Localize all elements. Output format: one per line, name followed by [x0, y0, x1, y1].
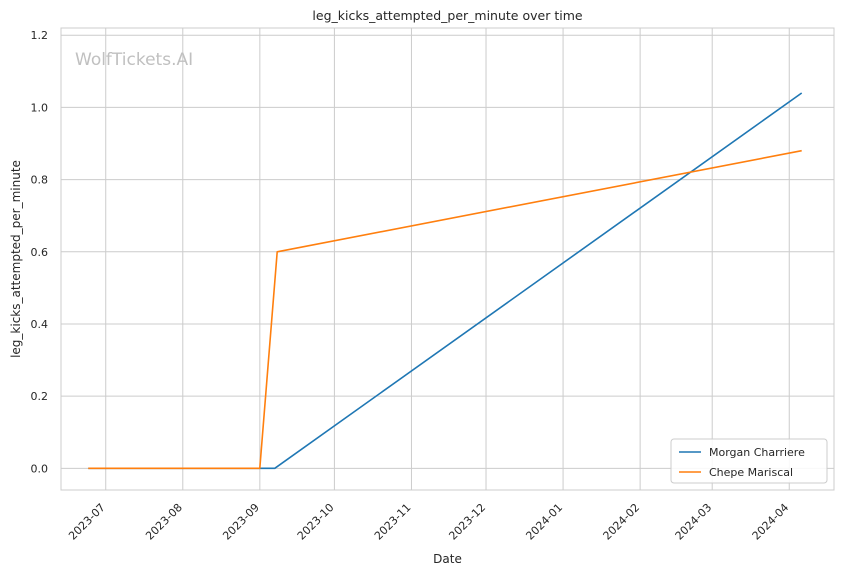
series-line-1 — [88, 149, 802, 470]
y-axis-label: leg_kicks_attempted_per_minute — [9, 160, 23, 358]
y-axis-ticks: 0.0 0.2 0.4 0.6 0.8 1.0 1.2 — [31, 29, 49, 475]
watermark: WolfTickets.AI — [75, 50, 193, 70]
y-tick-label: 0.2 — [31, 390, 49, 403]
plot-frame — [60, 27, 835, 491]
legend-box — [670, 438, 828, 484]
y-tick-label: 0.4 — [31, 318, 49, 331]
y-tick-label: 0.8 — [31, 174, 49, 187]
y-tick-label: 0.0 — [31, 462, 49, 475]
y-tick-label: 0.6 — [31, 246, 49, 259]
y-tick-label: 1.2 — [31, 29, 49, 42]
legend-label: Chepe Mariscal — [709, 466, 793, 479]
legend: Morgan Charriere Chepe Mariscal — [670, 438, 828, 484]
chart-title: leg_kicks_attempted_per_minute over time — [312, 8, 582, 23]
legend-label: Morgan Charriere — [709, 446, 805, 459]
x-axis-label: Date — [433, 552, 462, 566]
series-layer — [88, 92, 803, 470]
y-tick-label: 1.0 — [31, 101, 49, 114]
